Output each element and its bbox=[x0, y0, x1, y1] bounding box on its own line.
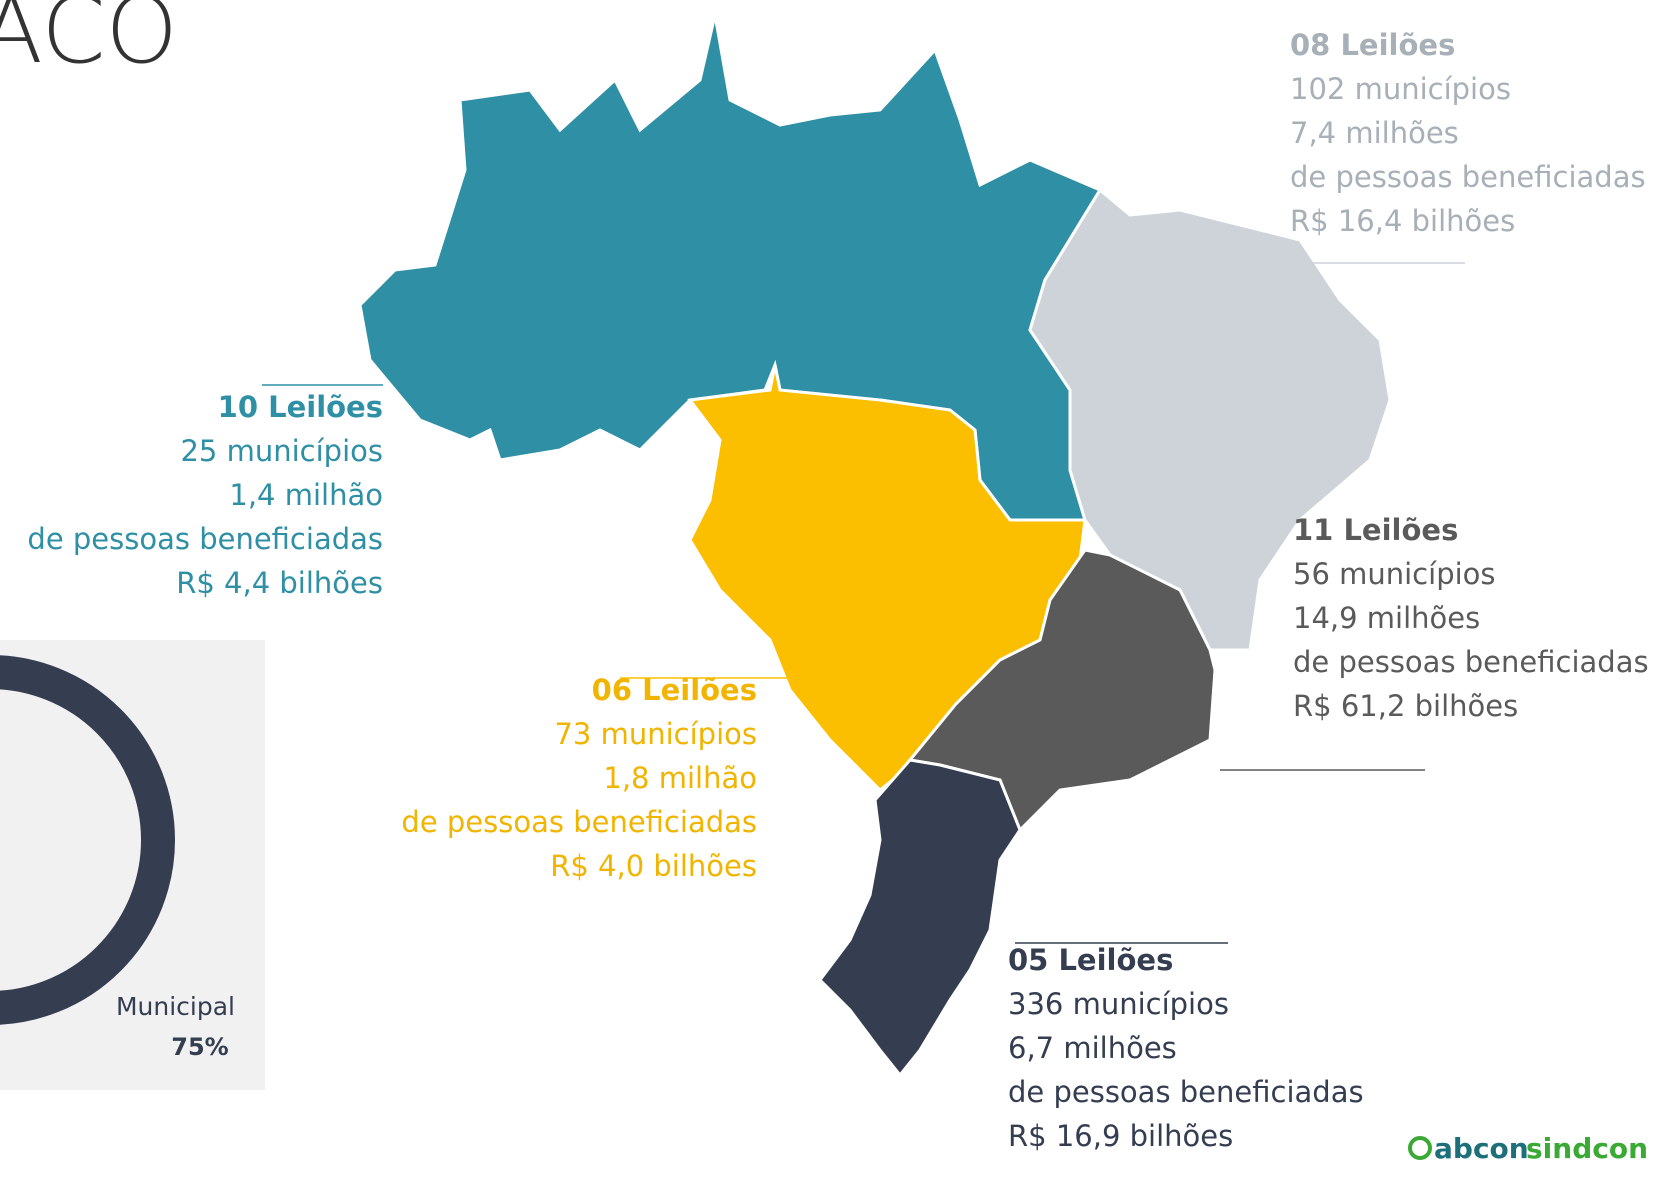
region-beneficiadas: de pessoas beneficiadas bbox=[1293, 645, 1649, 679]
region-pessoas: 1,8 milhão bbox=[603, 761, 757, 795]
region-beneficiadas: de pessoas beneficiadas bbox=[401, 805, 757, 839]
title: ACO bbox=[0, 0, 178, 84]
region-pessoas: 14,9 milhões bbox=[1293, 601, 1480, 635]
region-beneficiadas: de pessoas beneficiadas bbox=[1290, 160, 1646, 194]
region-leiloes: 05 Leilões bbox=[1008, 943, 1173, 977]
donut-value-label: 75% bbox=[171, 1033, 228, 1061]
region-northeast bbox=[1028, 187, 1392, 652]
region-pessoas: 7,4 milhões bbox=[1290, 116, 1459, 150]
region-municipios: 25 municípios bbox=[180, 434, 383, 468]
region-leiloes: 11 Leilões bbox=[1293, 513, 1458, 547]
region-leiloes: 10 Leilões bbox=[218, 390, 383, 424]
leader-lines bbox=[262, 262, 1465, 944]
region-valor: R$ 4,4 bilhões bbox=[176, 566, 383, 600]
logo-abcon: abcon bbox=[1434, 1132, 1529, 1165]
region-south bbox=[818, 758, 1022, 1078]
region-municipios: 73 municípios bbox=[554, 717, 757, 751]
region-municipios: 102 municípios bbox=[1290, 72, 1511, 106]
region-municipios: 336 municípios bbox=[1008, 987, 1229, 1021]
donut-label: Municipal bbox=[116, 992, 235, 1021]
region-valor: R$ 4,0 bilhões bbox=[550, 849, 757, 883]
region-leiloes: 06 Leilões bbox=[592, 673, 757, 707]
region-valor: R$ 16,4 bilhões bbox=[1290, 204, 1515, 238]
donut-segment bbox=[0, 655, 175, 1025]
region-beneficiadas: de pessoas beneficiadas bbox=[27, 522, 383, 556]
region-valor: R$ 16,9 bilhões bbox=[1008, 1119, 1233, 1153]
donut-panel bbox=[0, 640, 265, 1090]
region-pessoas: 1,4 milhão bbox=[229, 478, 383, 512]
region-valor: R$ 61,2 bilhões bbox=[1293, 689, 1518, 723]
region-beneficiadas: de pessoas beneficiadas bbox=[1008, 1075, 1364, 1109]
region-pessoas: 6,7 milhões bbox=[1008, 1031, 1177, 1065]
logo-sindcon: sindcon bbox=[1526, 1132, 1648, 1165]
region-municipios: 56 municípios bbox=[1293, 557, 1496, 591]
map bbox=[358, 14, 1392, 1078]
logo-icon bbox=[1408, 1136, 1432, 1160]
logo: abcon sindcon bbox=[1408, 1132, 1648, 1165]
region-leiloes: 08 Leilões bbox=[1290, 28, 1455, 62]
